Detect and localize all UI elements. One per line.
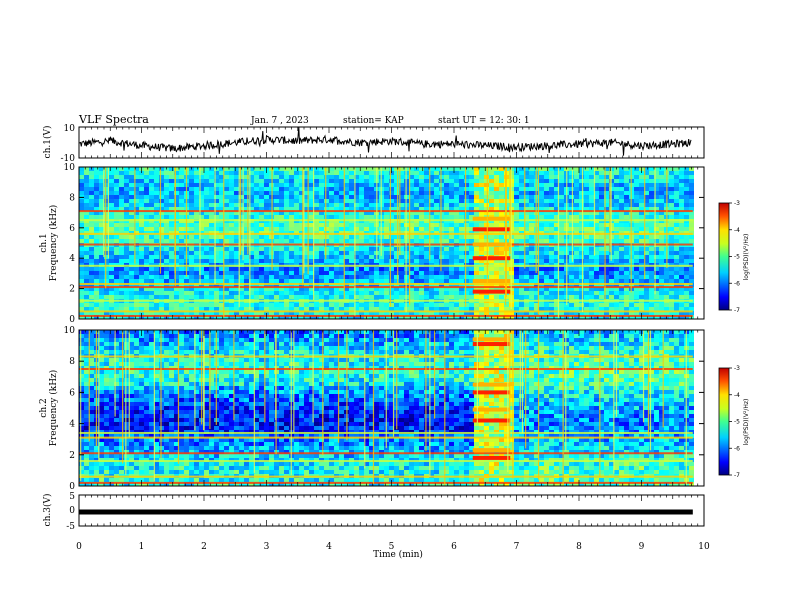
freq-tick-label: 4 [69, 420, 75, 430]
ch3-ytick-top: 5 [69, 492, 75, 502]
ch1-spectrogram-ticks [78, 167, 705, 319]
ch1-waveform-panel: 10 -10 ch.1(V) [42, 124, 705, 164]
ch1-freq-ylabel-channel: ch.1 [39, 233, 49, 252]
freq-tick-label: 0 [69, 315, 75, 325]
ch2-colorbar: -3 -4 -5 -6 -7 log(PSD)(V²/Hz) [718, 365, 750, 479]
time-axis-tick-labels: 0 1 2 3 4 5 6 7 8 9 10 [76, 542, 710, 552]
freq-tick-label: 10 [64, 326, 76, 336]
ch3-ytick-mid: 0 [69, 506, 75, 516]
ch1-colorbar-scale [718, 202, 730, 311]
freq-tick-label: 4 [69, 254, 75, 264]
freq-tick-label: 2 [69, 285, 75, 295]
ch3-ylabel: ch.3(V) [42, 494, 53, 527]
start-time-label: start UT = 12: 30: 1 [438, 116, 530, 126]
colorbar-tick-label: -5 [734, 419, 740, 426]
colorbar-tick-label: -6 [734, 280, 740, 287]
colorbar-tick-label: -4 [734, 392, 740, 399]
time-tick-label: 6 [451, 542, 457, 552]
colorbar-tick-label: -7 [734, 307, 740, 314]
ch1-freq-ticks: 0 2 4 6 8 10 [64, 163, 704, 325]
ch3-waveform-panel: 5 0 -5 ch.3(V) 0 1 2 3 4 5 6 7 8 9 10 Time (min) [42, 492, 710, 560]
ch2-spectrogram-panel: 0 2 4 6 8 10 ch.2 Frequency (kHz) [39, 326, 705, 492]
ch2-freq-ticks: 0 2 4 6 8 10 [64, 326, 704, 492]
colorbar-tick-label: -6 [734, 445, 740, 452]
ch1-colorbar-label: log(PSD)(V²/Hz) [743, 234, 750, 281]
time-tick-label: 2 [201, 542, 207, 552]
freq-tick-label: 10 [64, 163, 76, 173]
freq-tick-label: 8 [69, 193, 75, 203]
time-axis-label: Time (min) [373, 549, 423, 560]
station-label: station= KAP [343, 116, 404, 126]
freq-tick-label: 0 [69, 482, 75, 492]
time-tick-label: 8 [576, 542, 582, 552]
ch2-freq-ylabel-channel: ch.2 [39, 398, 49, 417]
time-tick-label: 5 [389, 542, 395, 552]
colorbar-tick-label: -4 [734, 227, 740, 234]
time-tick-label: 3 [264, 542, 270, 552]
time-tick-label: 0 [76, 542, 82, 552]
time-tick-label: 1 [139, 542, 145, 552]
time-tick-label: 9 [639, 542, 645, 552]
figure-title: VLF Spectra [78, 113, 149, 126]
ch1-colorbar-ticks: -3 -4 -5 -6 -7 [729, 200, 740, 314]
ch2-spectrogram-ticks [78, 330, 705, 486]
colorbar-tick-label: -7 [734, 472, 740, 479]
ch2-colorbar-scale [718, 367, 730, 476]
freq-tick-label: 6 [69, 388, 75, 398]
time-tick-label: 7 [514, 542, 520, 552]
ch1-waveform-trace [79, 127, 692, 156]
time-tick-label: 10 [698, 542, 710, 552]
ch2-spectrogram-image [79, 330, 704, 486]
ch1-ytick-top: 10 [64, 124, 76, 134]
ch1-spectrogram-image [79, 167, 704, 319]
freq-tick-label: 2 [69, 451, 75, 461]
freq-tick-label: 8 [69, 357, 75, 367]
ch1-colorbar: -3 -4 -5 -6 -7 log(PSD)(V²/Hz) [718, 200, 750, 314]
ch3-waveform-ticks [78, 495, 705, 526]
colorbar-tick-label: -5 [734, 254, 740, 261]
ch1-waveform-ticks [78, 127, 705, 158]
ch1-freq-ylabel: Frequency (kHz) [48, 205, 59, 282]
ch3-ytick-bottom: -5 [66, 522, 75, 532]
ch3-waveform-trace [79, 509, 693, 515]
ch1-spectrogram-panel: 0 2 4 6 8 10 ch.1 Frequency (kHz) [39, 163, 705, 325]
colorbar-tick-label: -3 [734, 365, 740, 372]
freq-tick-label: 6 [69, 224, 75, 234]
ch2-colorbar-ticks: -3 -4 -5 -6 -7 [729, 365, 740, 479]
colorbar-tick-label: -3 [734, 200, 740, 207]
ch2-freq-ylabel: Frequency (kHz) [48, 370, 59, 447]
ch1-ylabel: ch.1(V) [42, 126, 53, 159]
ch2-colorbar-label: log(PSD)(V²/Hz) [743, 399, 750, 446]
date-label: Jan. 7 , 2023 [250, 116, 309, 126]
ch1-ytick-bottom: -10 [61, 154, 76, 164]
time-tick-label: 4 [326, 542, 332, 552]
